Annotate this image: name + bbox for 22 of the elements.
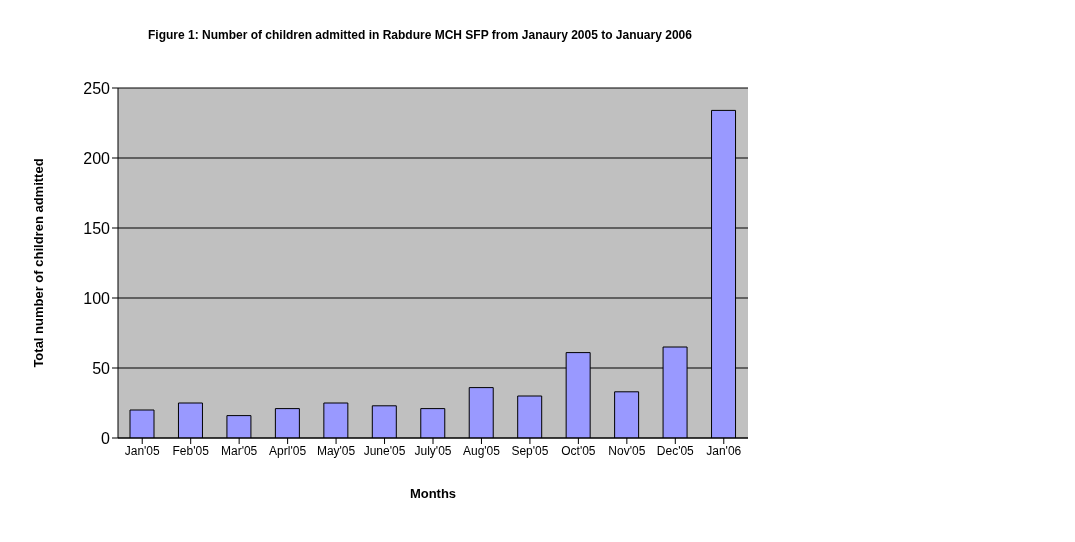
y-tick-label: 250 [83, 79, 111, 97]
x-tick-label: Jan'05 [124, 443, 161, 458]
x-tick-label: Aprl'05 [269, 443, 307, 458]
x-tick-label: Sep'05 [511, 443, 549, 458]
x-tick-label: Jan'06 [706, 443, 742, 458]
y-tick-label: 100 [83, 289, 111, 307]
x-tick-label: Aug'05 [462, 443, 501, 458]
chart-title: Figure 1: Number of children admitted in Rabdure MCH SFP from Janaury 2005 to January 2006 [148, 28, 692, 42]
y-axis-title: Total number of children admitted [30, 158, 46, 368]
x-axis-title: Months [409, 486, 457, 501]
x-tick-label: Oct'05 [561, 443, 596, 458]
y-tick-label: 150 [83, 219, 111, 237]
y-tick-label: 50 [92, 359, 111, 377]
x-tick-label: Dec'05 [656, 443, 695, 458]
x-tick-label: July'05 [414, 443, 452, 458]
x-tick-label: May'05 [316, 443, 356, 458]
x-tick-label: June'05 [363, 443, 406, 458]
y-tick-label: 200 [83, 149, 111, 167]
x-tick-label: Mar'05 [221, 443, 258, 458]
y-tick-label: 0 [101, 429, 111, 447]
x-tick-label: Nov'05 [608, 443, 646, 458]
x-tick-label: Feb'05 [172, 443, 210, 458]
